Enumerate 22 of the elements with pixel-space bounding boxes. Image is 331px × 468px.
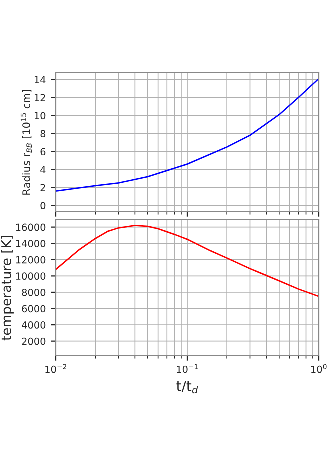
y-tick-label: 16000	[16, 224, 46, 232]
y-tick-label: 10000	[16, 272, 46, 280]
x-tick-label: 10$^{0}$	[312, 364, 327, 374]
y-tick-label: 6	[40, 148, 46, 156]
y-tick-label: 12000	[16, 256, 46, 264]
y-axis-title: temperature [K]	[1, 236, 14, 341]
y-tick-label: 8	[40, 130, 46, 138]
y-tick-label: 14000	[16, 240, 46, 248]
x-axis-title: t/t$_{d}$	[176, 381, 198, 394]
y-tick-label: 4000	[22, 322, 46, 329]
y-tick-label: 2	[40, 184, 46, 192]
y-axis-title: Radius r$_{BB}$ [10$^{15}$ cm]	[20, 90, 32, 195]
y-tick-label: 2000	[22, 338, 46, 346]
x-tick-label: 10$^{−1}$	[177, 364, 198, 374]
y-tick-label: 12	[34, 94, 46, 102]
y-tick-label: 4	[40, 166, 46, 174]
y-tick-label: 0	[40, 202, 46, 210]
y-tick-label: 8000	[22, 288, 46, 296]
x-tick-label: 10$^{−2}$	[46, 364, 66, 374]
y-tick-label: 10	[34, 112, 46, 120]
y-tick-label: 6000	[22, 305, 46, 313]
y-tick-label: 14	[34, 76, 46, 84]
